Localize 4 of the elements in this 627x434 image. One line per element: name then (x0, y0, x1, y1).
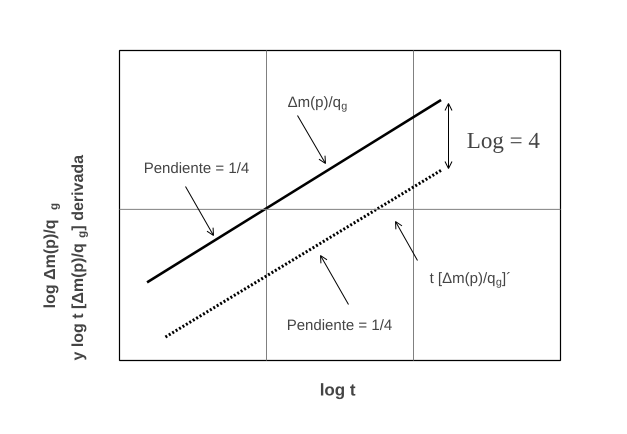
annotation: Pendiente = 1/4 (144, 160, 250, 177)
annotation: Pendiente = 1/4 (286, 317, 392, 334)
x-axis-title: log t (320, 380, 356, 400)
annotation: Log = 4 (466, 128, 540, 153)
